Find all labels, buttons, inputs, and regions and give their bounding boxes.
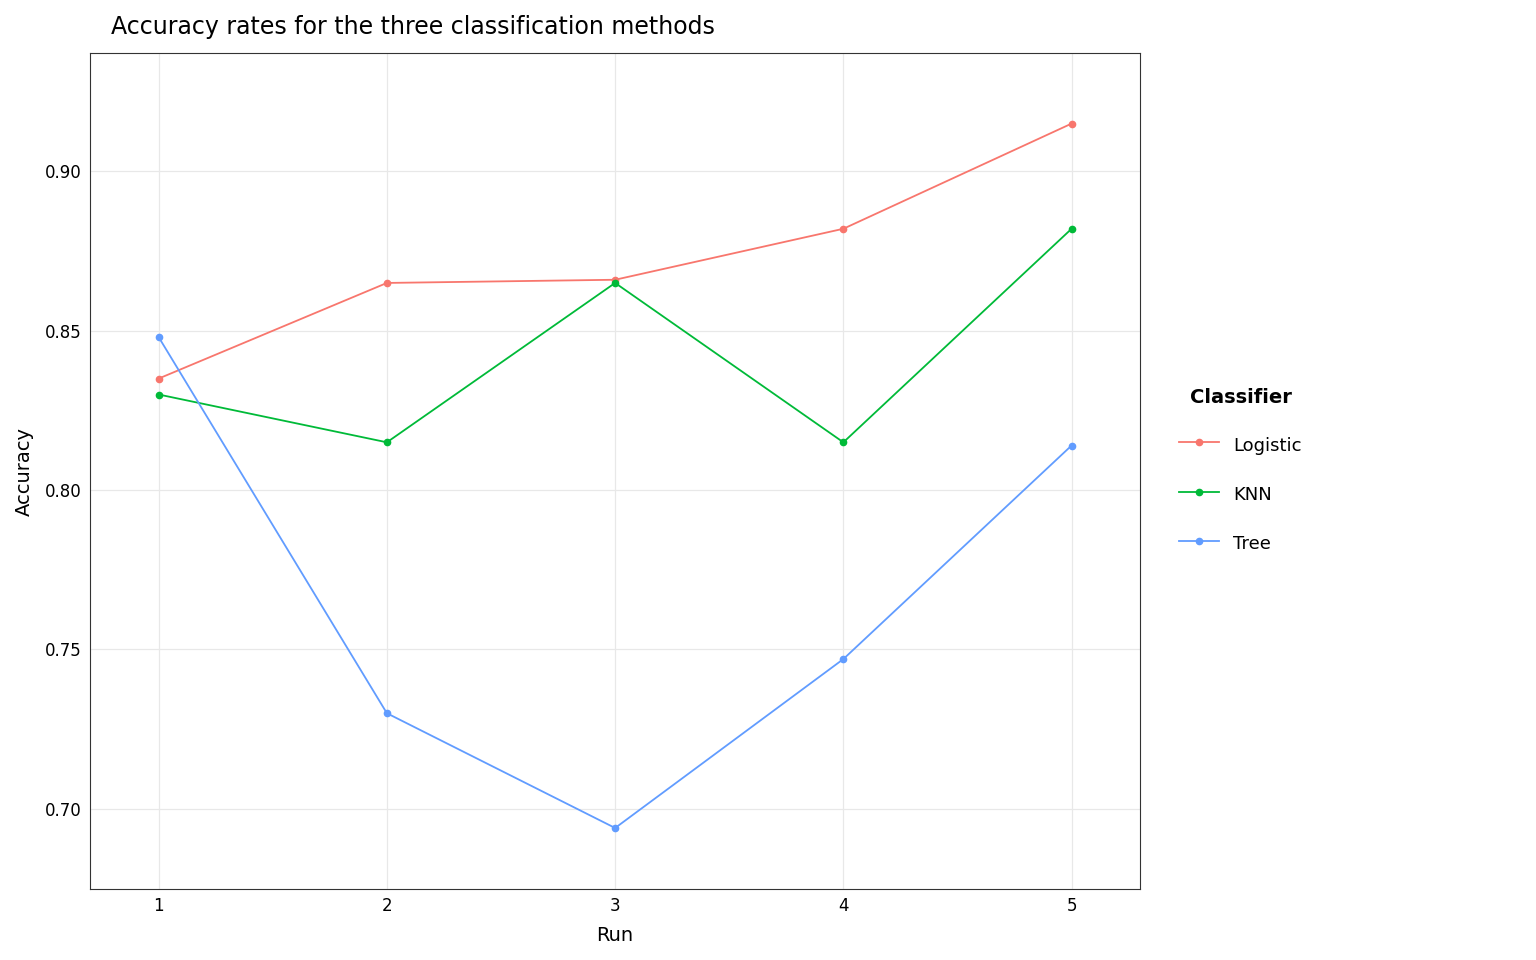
Line: Tree: Tree — [155, 334, 1075, 831]
KNN — [605, 277, 624, 289]
Y-axis label: Accuracy: Accuracy — [15, 426, 34, 516]
X-axis label: Run: Run — [596, 926, 634, 945]
Tree — [378, 708, 396, 719]
Tree — [605, 822, 624, 833]
Logistic — [378, 277, 396, 289]
Logistic — [605, 274, 624, 285]
Tree — [149, 331, 167, 343]
Logistic — [149, 372, 167, 384]
KNN — [834, 437, 852, 448]
KNN — [149, 389, 167, 400]
Line: KNN: KNN — [155, 226, 1075, 445]
Tree — [1063, 440, 1081, 451]
Legend: Logistic, KNN, Tree: Logistic, KNN, Tree — [1170, 379, 1310, 564]
KNN — [1063, 223, 1081, 234]
Logistic — [834, 223, 852, 234]
Text: Accuracy rates for the three classification methods: Accuracy rates for the three classificat… — [111, 15, 716, 39]
Line: Logistic: Logistic — [155, 120, 1075, 382]
Logistic — [1063, 118, 1081, 130]
KNN — [378, 437, 396, 448]
Tree — [834, 654, 852, 665]
